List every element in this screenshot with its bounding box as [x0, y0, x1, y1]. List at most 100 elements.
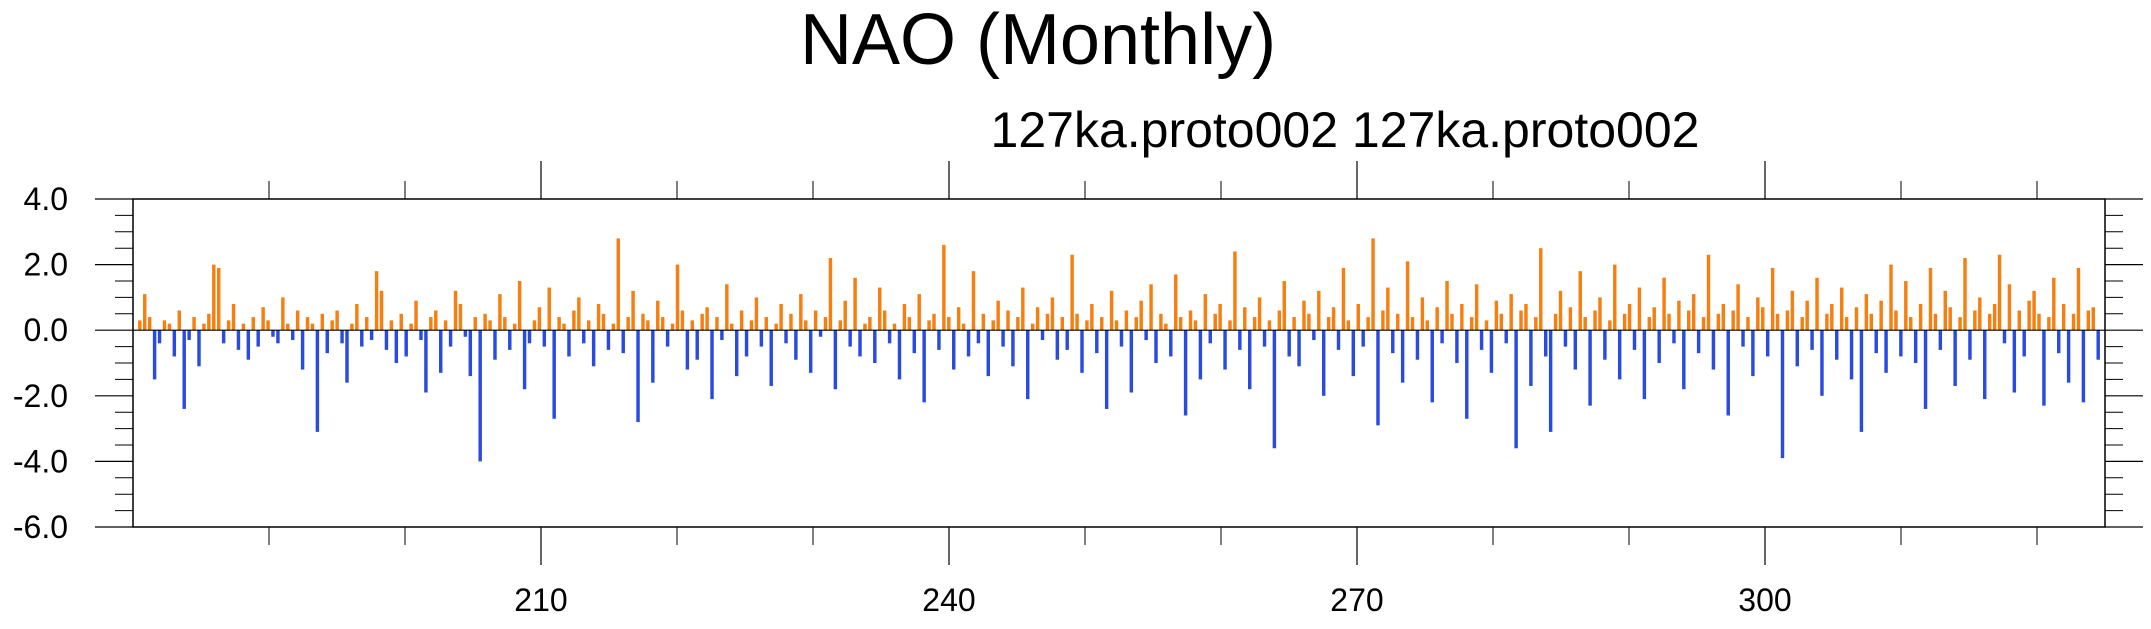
- bar: [1321, 330, 1326, 396]
- bar: [873, 330, 877, 363]
- bar: [591, 330, 596, 367]
- bar: [207, 313, 211, 331]
- bar: [1761, 307, 1765, 331]
- bar: [143, 294, 147, 331]
- bar: [1040, 330, 1045, 341]
- bar: [641, 313, 645, 331]
- bar: [217, 267, 221, 331]
- bar: [221, 330, 226, 344]
- bar: [1578, 271, 1582, 331]
- bar: [1011, 330, 1015, 367]
- bar: [532, 320, 537, 331]
- bar: [833, 330, 838, 390]
- bar: [1213, 313, 1217, 331]
- bar: [547, 287, 551, 331]
- bar: [1593, 310, 1597, 331]
- bar: [1563, 330, 1568, 347]
- bar: [522, 330, 527, 390]
- bar: [843, 300, 847, 331]
- bar: [1435, 307, 1439, 331]
- bar: [720, 330, 724, 341]
- bar: [1835, 330, 1839, 360]
- bar: [1060, 317, 1064, 331]
- bar: [1642, 330, 1647, 400]
- bar: [295, 310, 300, 331]
- bar: [887, 330, 892, 344]
- bar: [448, 330, 453, 347]
- bar: [1647, 317, 1652, 331]
- bar: [172, 330, 177, 357]
- y-tick-label: -2.0: [13, 378, 68, 414]
- bar: [2032, 290, 2036, 331]
- bar: [1302, 300, 1306, 331]
- bar: [868, 317, 872, 331]
- bar: [1193, 320, 1198, 331]
- bar: [1524, 303, 1528, 331]
- bar: [700, 313, 704, 331]
- bar: [685, 330, 690, 370]
- bar: [1395, 313, 1400, 331]
- bar: [1450, 313, 1454, 331]
- bar: [971, 271, 976, 331]
- bar: [162, 320, 167, 331]
- bar: [1573, 330, 1578, 370]
- bar: [1326, 317, 1331, 331]
- bar: [305, 317, 310, 331]
- bar: [1726, 330, 1730, 416]
- bar: [1677, 300, 1681, 331]
- bar: [897, 330, 902, 380]
- bar: [2047, 317, 2051, 331]
- bar: [1879, 300, 1883, 331]
- bar: [1568, 307, 1573, 331]
- bar: [1114, 320, 1119, 331]
- bar: [202, 323, 206, 331]
- bar: [517, 281, 522, 331]
- bar: [1455, 330, 1459, 363]
- bar: [996, 300, 1000, 331]
- bar: [1923, 330, 1928, 409]
- bar: [1662, 277, 1666, 331]
- bar: [744, 330, 749, 357]
- bar: [1272, 330, 1277, 449]
- bar: [1775, 313, 1780, 331]
- bar: [1913, 330, 1918, 363]
- y-tick-label: -4.0: [13, 443, 68, 479]
- bar: [789, 313, 793, 331]
- bar: [1282, 281, 1286, 331]
- bar: [1756, 297, 1760, 331]
- bar: [1169, 330, 1173, 357]
- bar: [1622, 313, 1627, 331]
- bar: [1978, 297, 1982, 331]
- bar: [853, 277, 857, 331]
- bar: [1297, 330, 1301, 367]
- bar: [1174, 274, 1178, 331]
- bar: [828, 258, 833, 331]
- bar: [1716, 313, 1721, 331]
- bar: [734, 330, 739, 377]
- bar: [1351, 330, 1356, 377]
- bar: [1543, 330, 1548, 357]
- bar: [291, 330, 295, 341]
- bar: [1366, 317, 1370, 331]
- bar: [947, 317, 951, 331]
- bar: [660, 317, 665, 331]
- bar: [1785, 310, 1790, 331]
- bar: [503, 317, 507, 331]
- bar: [315, 330, 320, 432]
- bar: [937, 330, 941, 350]
- bar: [1667, 313, 1671, 331]
- bar: [631, 290, 635, 331]
- bar: [1751, 330, 1755, 377]
- bar: [1208, 330, 1212, 344]
- bar: [1721, 303, 1726, 331]
- bar: [1968, 330, 1972, 360]
- bar: [1223, 330, 1227, 370]
- bar: [2012, 330, 2017, 393]
- bar: [1613, 264, 1617, 331]
- bar: [1598, 297, 1602, 331]
- bar: [2061, 303, 2066, 331]
- bar: [1119, 330, 1124, 347]
- bar: [596, 303, 601, 331]
- bar: [1228, 320, 1232, 331]
